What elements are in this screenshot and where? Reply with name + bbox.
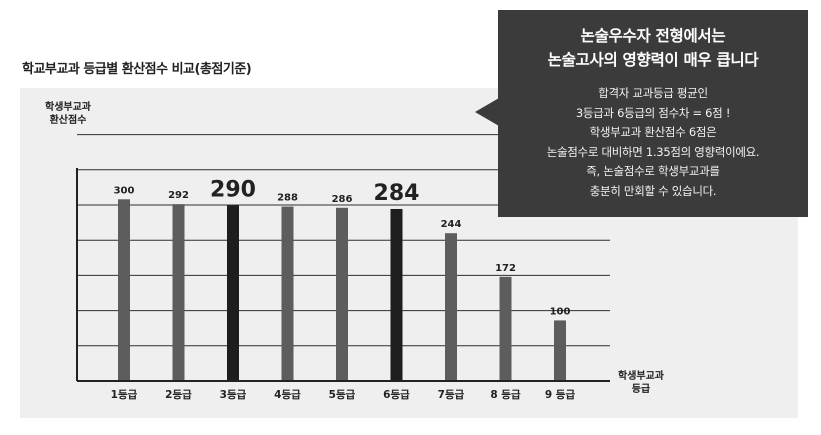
- bar-value-label: 284: [374, 181, 420, 206]
- callout-heading-line: 논술고사의 영향력이 매우 큽니다: [547, 51, 759, 69]
- bar-chart: 300 1등급 292 2등급 290 3등급 288 4등급 286 5등급 284 6등급 244 7…: [45, 100, 665, 401]
- bar-value-label: 172: [495, 263, 516, 274]
- x-tick-label: 8 등급: [490, 389, 521, 401]
- x-tick-label: 2등급: [165, 389, 192, 401]
- bar: [227, 205, 239, 381]
- x-tick-label: 9 등급: [545, 389, 576, 401]
- chart-title: 학교부교과 등급별 환산점수 비교(총점기준): [22, 62, 252, 77]
- callout-box: 논술우수자 전형에서는 논술고사의 영향력이 매우 큽니다 합격자 교과등급 평…: [498, 10, 808, 217]
- callout-heading: 논술우수자 전형에서는 논술고사의 영향력이 매우 큽니다: [498, 24, 808, 72]
- callout-body: 합격자 교과등급 평균인 3등급과 6등급의 점수차 = 6점 ! 학생부교과 …: [498, 84, 808, 201]
- bar: [118, 199, 130, 381]
- bar: [390, 208, 403, 381]
- x-axis-label: 학생부교과: [618, 369, 665, 382]
- x-tick-label: 6등급: [383, 389, 410, 401]
- bar-value-label: 244: [441, 219, 462, 230]
- callout-body-line: 충분히 만회할 수 있습니다.: [589, 183, 717, 198]
- callout-body-line: 즉, 논술점수로 학생부교과를: [586, 164, 720, 178]
- x-axis-label: 등급: [632, 383, 650, 395]
- bar: [336, 207, 348, 381]
- callout-body-line: 합격자 교과등급 평균인: [598, 86, 708, 100]
- bar-value-label: 100: [550, 306, 571, 317]
- x-tick-label: 7등급: [438, 389, 465, 401]
- x-tick-label: 5등급: [329, 389, 356, 401]
- callout-body-line: 학생부교과 환산점수 6점은: [589, 125, 717, 139]
- callout-heading-line: 논술우수자 전형에서는: [580, 27, 726, 45]
- bar-value-label: 292: [168, 190, 189, 201]
- bar-value-label: 288: [277, 193, 298, 204]
- y-axis-label: 환산점수: [50, 113, 87, 126]
- bar: [554, 320, 566, 381]
- callout-body-line: 3등급과 6등급의 점수차 = 6점 !: [575, 105, 731, 120]
- bar-value-label: 290: [210, 177, 256, 202]
- bar: [281, 206, 294, 381]
- y-axis-label: 학생부교과: [45, 100, 92, 113]
- x-tick-label: 1등급: [111, 389, 138, 401]
- bar-value-label: 300: [114, 185, 135, 196]
- x-tick-label: 3등급: [220, 389, 247, 401]
- bar: [499, 276, 512, 381]
- bar: [172, 204, 185, 381]
- callout-pointer: [475, 98, 499, 126]
- callout-body-line: 논술점수로 대비하면 1.35점의 영향력이에요.: [546, 144, 760, 159]
- bar-value-label: 286: [332, 194, 353, 205]
- bar: [445, 233, 457, 381]
- x-tick-label: 4등급: [274, 389, 301, 401]
